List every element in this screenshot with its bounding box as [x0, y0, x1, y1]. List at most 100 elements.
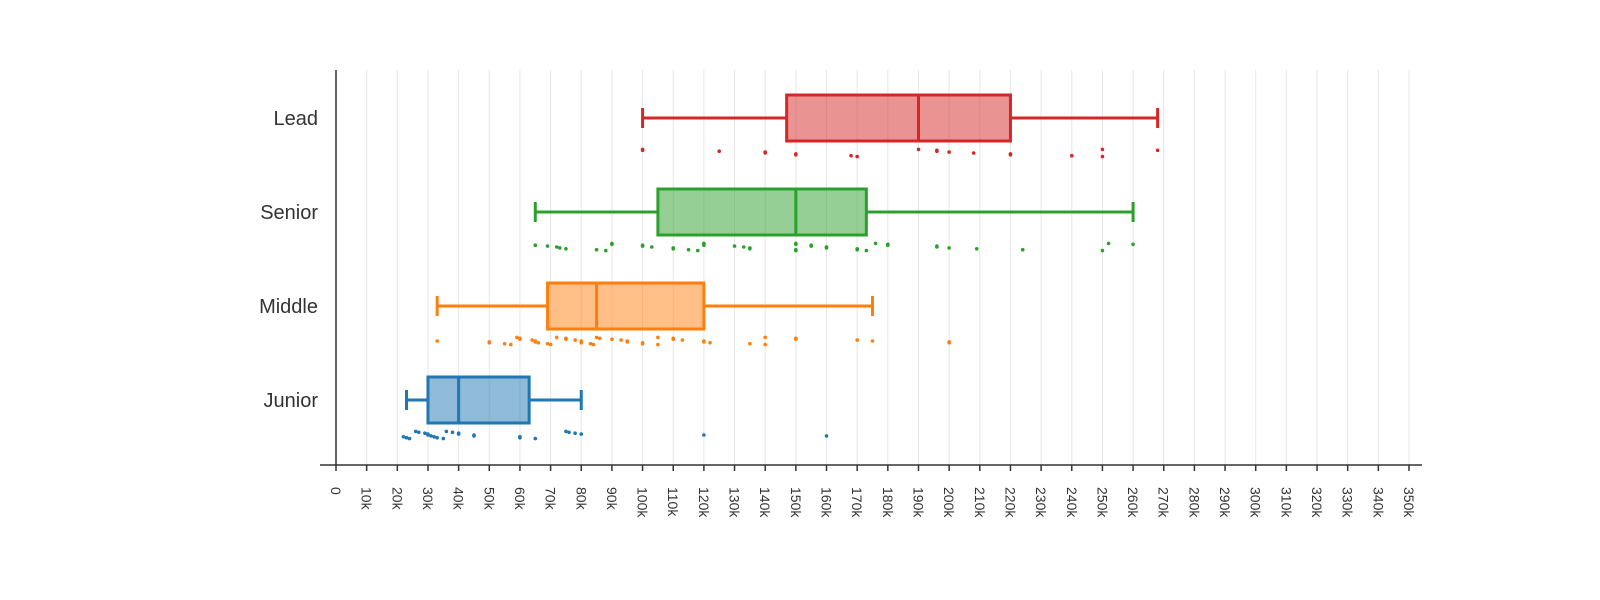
data-point — [530, 338, 535, 342]
data-point — [1131, 242, 1135, 247]
data-point — [573, 431, 577, 436]
data-point — [594, 247, 599, 252]
data-point — [947, 341, 951, 345]
data-point — [794, 153, 798, 157]
data-point — [441, 436, 446, 441]
data-point — [640, 148, 645, 153]
data-point — [947, 246, 951, 250]
x-tick-label: 150k — [788, 487, 804, 518]
data-point — [824, 434, 829, 438]
data-point — [533, 436, 538, 441]
data-point — [487, 341, 492, 345]
x-tick-label: 350k — [1401, 487, 1417, 518]
x-tick-label: 30k — [420, 487, 436, 511]
data-point — [413, 429, 418, 434]
data-point — [935, 149, 939, 153]
data-point — [404, 435, 409, 440]
grid-lines — [366, 70, 1410, 465]
data-point — [794, 337, 798, 342]
data-point — [763, 342, 767, 347]
data-point — [640, 341, 645, 346]
x-tick-label: 110k — [665, 487, 681, 517]
data-point — [423, 431, 427, 436]
data-point — [935, 245, 939, 249]
data-point — [686, 247, 691, 252]
data-point — [579, 432, 584, 436]
x-tick-label: 170k — [849, 487, 865, 518]
data-point — [870, 339, 875, 343]
x-tick-label: 190k — [910, 487, 926, 518]
x-tick-label: 60k — [512, 487, 528, 511]
x-tick-label: 10k — [359, 487, 375, 511]
x-tick-label: 140k — [757, 487, 773, 518]
data-point — [591, 342, 596, 347]
x-tick-label: 250k — [1094, 487, 1110, 518]
data-point — [597, 336, 602, 341]
x-tick-label: 40k — [451, 487, 467, 511]
data-point — [1100, 154, 1105, 159]
category-label-middle: Middle — [259, 296, 318, 318]
data-point — [472, 434, 476, 438]
data-point — [545, 244, 550, 248]
x-tick-label: 80k — [573, 487, 589, 511]
data-point — [855, 247, 859, 252]
box-iqr — [546, 281, 706, 331]
data-point — [533, 243, 538, 247]
data-point — [567, 430, 571, 435]
data-point — [717, 149, 722, 153]
x-tick-label: 280k — [1186, 487, 1202, 518]
data-point — [680, 338, 685, 342]
data-point — [708, 341, 712, 345]
data-point — [508, 342, 513, 347]
data-point — [763, 151, 767, 155]
x-tick-label: 290k — [1217, 487, 1233, 518]
x-tick-label: 300k — [1248, 487, 1264, 518]
data-point — [1100, 248, 1105, 253]
data-point — [794, 248, 798, 253]
data-point — [873, 241, 878, 246]
category-label-lead: Lead — [274, 108, 319, 130]
x-tick-label: 180k — [880, 487, 896, 518]
data-point — [533, 340, 538, 344]
data-point — [748, 341, 752, 346]
data-point — [855, 338, 859, 342]
data-point — [564, 247, 568, 251]
data-point — [435, 435, 439, 440]
data-point — [588, 341, 593, 346]
data-point — [671, 337, 676, 342]
data-point — [971, 151, 976, 155]
x-tick-label: 70k — [543, 487, 559, 511]
data-point — [1106, 241, 1111, 246]
data-point — [748, 247, 752, 251]
data-point — [649, 245, 654, 249]
axes: 0 10k 20k 30k 40k 50k 60k 70k 80k 90k 100k 110k 120k… — [320, 70, 1422, 518]
x-tick-label: 90k — [604, 487, 620, 511]
data-point — [695, 248, 700, 253]
box-iqr — [785, 93, 1012, 143]
x-tick-label: 120k — [696, 487, 712, 518]
data-point — [545, 341, 550, 346]
data-point — [429, 434, 433, 438]
data-point — [579, 341, 584, 345]
x-tick-label: 200k — [941, 487, 957, 518]
data-point — [809, 244, 813, 248]
data-point — [564, 337, 568, 342]
category-labels: Lead Senior Middle Junior — [259, 108, 318, 412]
data-point — [564, 429, 568, 434]
data-point — [671, 247, 676, 251]
data-point — [435, 339, 439, 343]
series-junior — [401, 375, 829, 441]
data-point — [640, 244, 645, 248]
series-boxes — [401, 93, 1160, 441]
data-point — [536, 341, 541, 345]
data-point — [594, 335, 599, 340]
x-tick-label: 340k — [1370, 487, 1386, 518]
x-tick-label: 240k — [1064, 487, 1080, 518]
data-point — [518, 337, 522, 342]
data-point — [548, 342, 553, 347]
data-point — [557, 246, 562, 250]
data-point — [864, 248, 869, 253]
category-label-senior: Senior — [260, 202, 318, 224]
series-middle — [435, 281, 951, 347]
